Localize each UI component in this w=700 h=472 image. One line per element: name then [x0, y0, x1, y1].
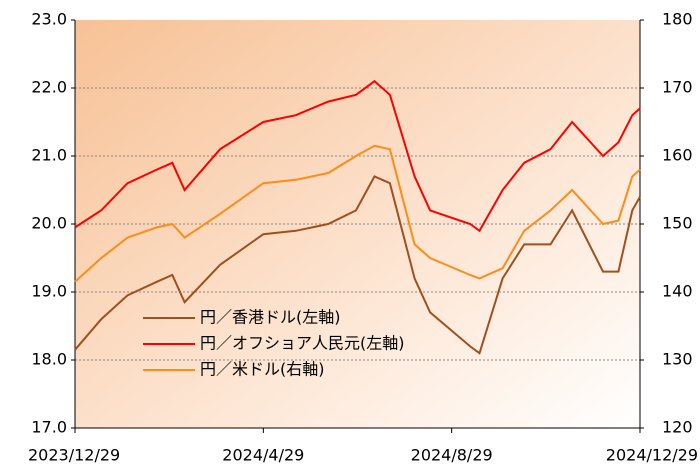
y-tick-label: 21.0 [31, 146, 67, 165]
y-tick-label: 23.0 [31, 10, 67, 29]
legend-label: 円／米ドル(右軸) [200, 360, 325, 379]
legend-label: 円／オフショア人民元(左軸) [200, 334, 405, 353]
y-tick-label: 22.0 [31, 78, 67, 97]
x-tick-label: 2023/12/29 [28, 446, 120, 465]
series-line [74, 144, 641, 283]
x-tick-label: 2024/8/29 [411, 446, 493, 465]
series-line [74, 175, 641, 355]
y2-tick-label: 160 [662, 146, 693, 165]
y-tick-label: 19.0 [31, 282, 67, 301]
y-tick-label: 17.0 [31, 418, 67, 437]
series-line [74, 79, 641, 233]
legend-label: 円／香港ドル(左軸) [200, 308, 341, 327]
y2-tick-label: 150 [662, 214, 693, 233]
y-tick-label: 20.0 [31, 214, 67, 233]
y2-tick-label: 180 [662, 10, 693, 29]
y2-tick-label: 170 [662, 78, 693, 97]
y-tick-label: 18.0 [31, 350, 67, 369]
y2-tick-label: 120 [662, 418, 693, 437]
y2-tick-label: 130 [662, 350, 693, 369]
x-tick-label: 2024/4/29 [222, 446, 304, 465]
y2-tick-label: 140 [662, 282, 693, 301]
x-tick-label: 2024/12/29 [606, 446, 698, 465]
